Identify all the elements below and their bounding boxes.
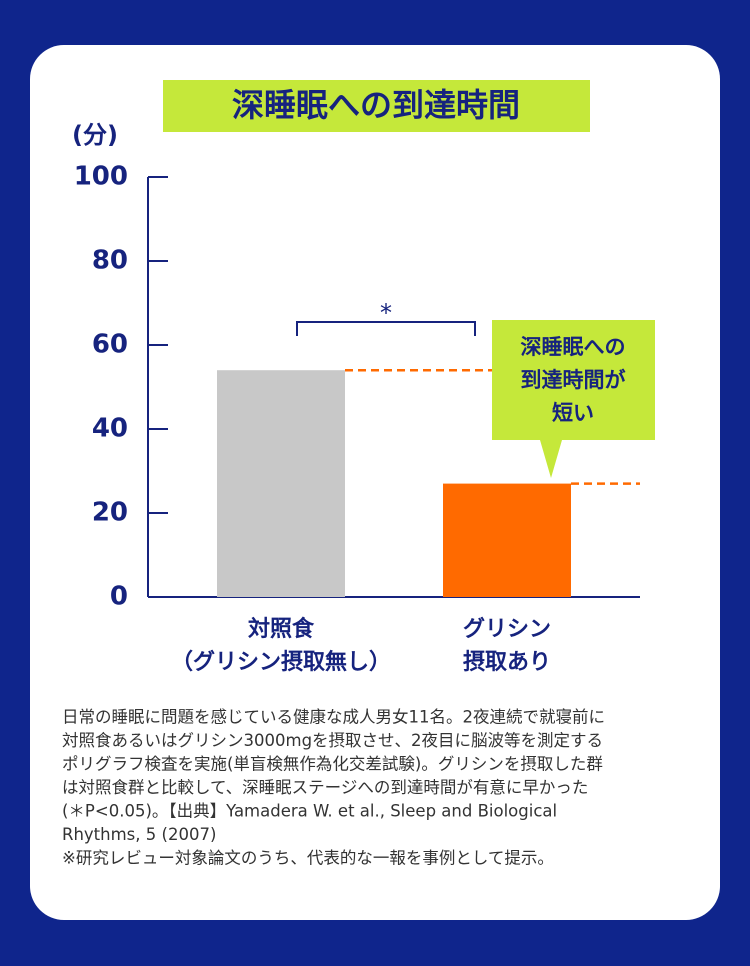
note-line: は対照食群と比較して、深睡眠ステージへの到達時間が有意に早かった — [62, 778, 588, 797]
note-line: Rhythms, 5 (2007) — [62, 825, 216, 844]
y-tick-label: 100 — [74, 162, 128, 192]
y-tick-label: 80 — [92, 246, 128, 276]
title-box — [163, 80, 590, 132]
callout-text: 深睡眠への — [521, 335, 626, 359]
y-tick-label: 60 — [92, 330, 128, 360]
note-line: (＊P<0.05)。【出典】Yamadera W. et al., Sleep … — [62, 802, 557, 821]
note-line: ポリグラフ検査を実施(単盲検無作為化交差試験)。グリシンを摂取した群 — [62, 755, 603, 774]
chart-title: 深睡眠への到達時間 — [232, 86, 520, 124]
x-tick-label: 摂取あり — [463, 649, 551, 675]
x-tick-label: （グリシン摂取無し） — [171, 649, 391, 675]
note-line: 日常の睡眠に問題を感じている健康な成人男女11名。2夜連続で就寝前に — [62, 707, 605, 727]
x-tick-label: グリシン — [463, 616, 551, 642]
callout-box — [492, 320, 655, 478]
x-tick-label: 対照食 — [248, 616, 315, 642]
callout-text: 到達時間が — [521, 368, 626, 392]
y-tick-label: 0 — [110, 582, 128, 612]
y-axis-label: (分) — [72, 121, 118, 149]
bar — [217, 370, 345, 597]
y-tick-label: 20 — [92, 498, 128, 528]
callout-text: 短い — [552, 401, 594, 425]
significance-label: * — [380, 299, 392, 327]
note-line: ※研究レビュー対象論文のうち、代表的な一報を事例として提示。 — [62, 849, 554, 868]
note-line: 対照食あるいはグリシン3000mgを摂取させ、2夜目に脳波等を測定する — [62, 731, 603, 750]
significance-bracket — [296, 321, 476, 336]
y-tick-label: 40 — [92, 414, 128, 444]
bar — [443, 483, 571, 597]
